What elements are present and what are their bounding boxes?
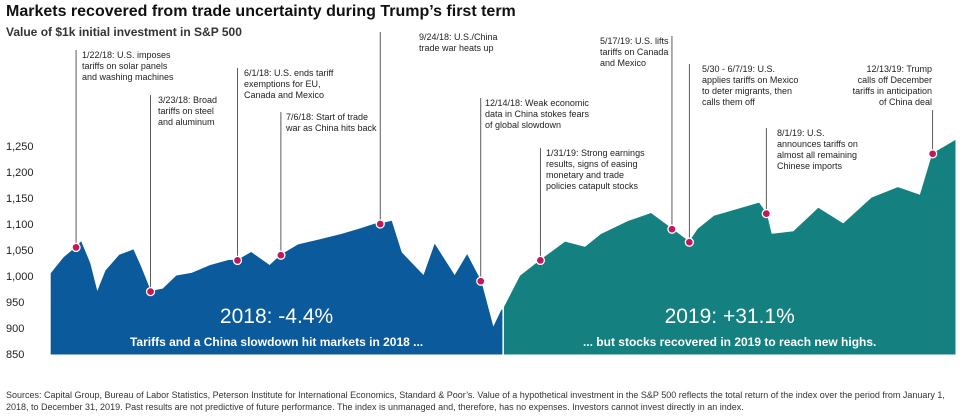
series-area-2019 [503,139,956,355]
annotation-label: 6/1/18: U.S. ends tariff exemptions for E… [244,68,334,100]
y-tick-label: 950 [6,297,24,309]
y-tick-label: 1,000 [6,271,34,283]
annotation-label: 12/14/18: Weak economic data in China sto… [485,98,590,130]
y-tick-label: 900 [6,323,24,335]
y-tick-label: 1,250 [6,141,34,153]
annotation-marker [761,208,771,219]
annotation-label: 5/30 - 6/7/19: U.S. applies tariffs on Me… [702,64,798,107]
y-tick-label: 1,200 [6,167,34,179]
y-tick-label: 1,150 [6,193,34,205]
annotation-label: 3/23/18: Broad tariffs on steel and alumin… [158,95,217,127]
annotation-label: 9/24/18: U.S./China trade war heats up [419,32,498,53]
annotation-marker [375,219,385,229]
annotation-label: 7/6/18: Start of trade war as China hits … [285,112,377,133]
annotation-label: 12/13/19: Trump calls off December tariffs… [853,64,932,107]
annotation-label: 1/31/19: Strong earnings results, signs o… [546,148,645,191]
annotation-marker [276,250,286,260]
y-tick-label: 850 [6,349,24,361]
annotation-marker [667,224,677,234]
chart-title: Markets recovered from trade uncertainty… [6,3,516,20]
annotation-marker [928,149,938,159]
annotation-marker [476,276,486,286]
annotation-marker [145,286,156,297]
period-return-2018: 2018: -4.4% [220,305,333,328]
annotation-marker [71,242,81,253]
y-tick-label: 1,100 [6,219,34,231]
area-chart: 850 900 950 1,000 1,050 1,100 1,150 1,200 1,250 2… [6,32,956,361]
series-area-2018 [50,220,503,355]
period-caption-2018: Tariffs and a China slowdown hit markets… [130,335,423,349]
annotation-label: 5/17/19: U.S. lifts tariffs on Canada and … [600,36,669,68]
annotation-label: 1/22/18: U.S. imposes tariffs on solar pa… [82,50,174,82]
annotation-marker [232,255,243,266]
sources-note: Sources: Capital Group, Bureau of Labor … [6,390,945,412]
annotation-label: 8/1/19: U.S. announces tariffs on almost a… [777,128,858,171]
period-caption-2019: ... but stocks recovered in 2019 to reac… [583,335,876,349]
chart-subtitle: Value of $1k initial investment in S&P 5… [6,25,242,39]
y-tick-label: 1,050 [6,245,34,257]
period-return-2019: 2019: +31.1% [665,305,795,328]
annotation-marker [684,237,694,247]
annotation-marker [535,255,546,266]
